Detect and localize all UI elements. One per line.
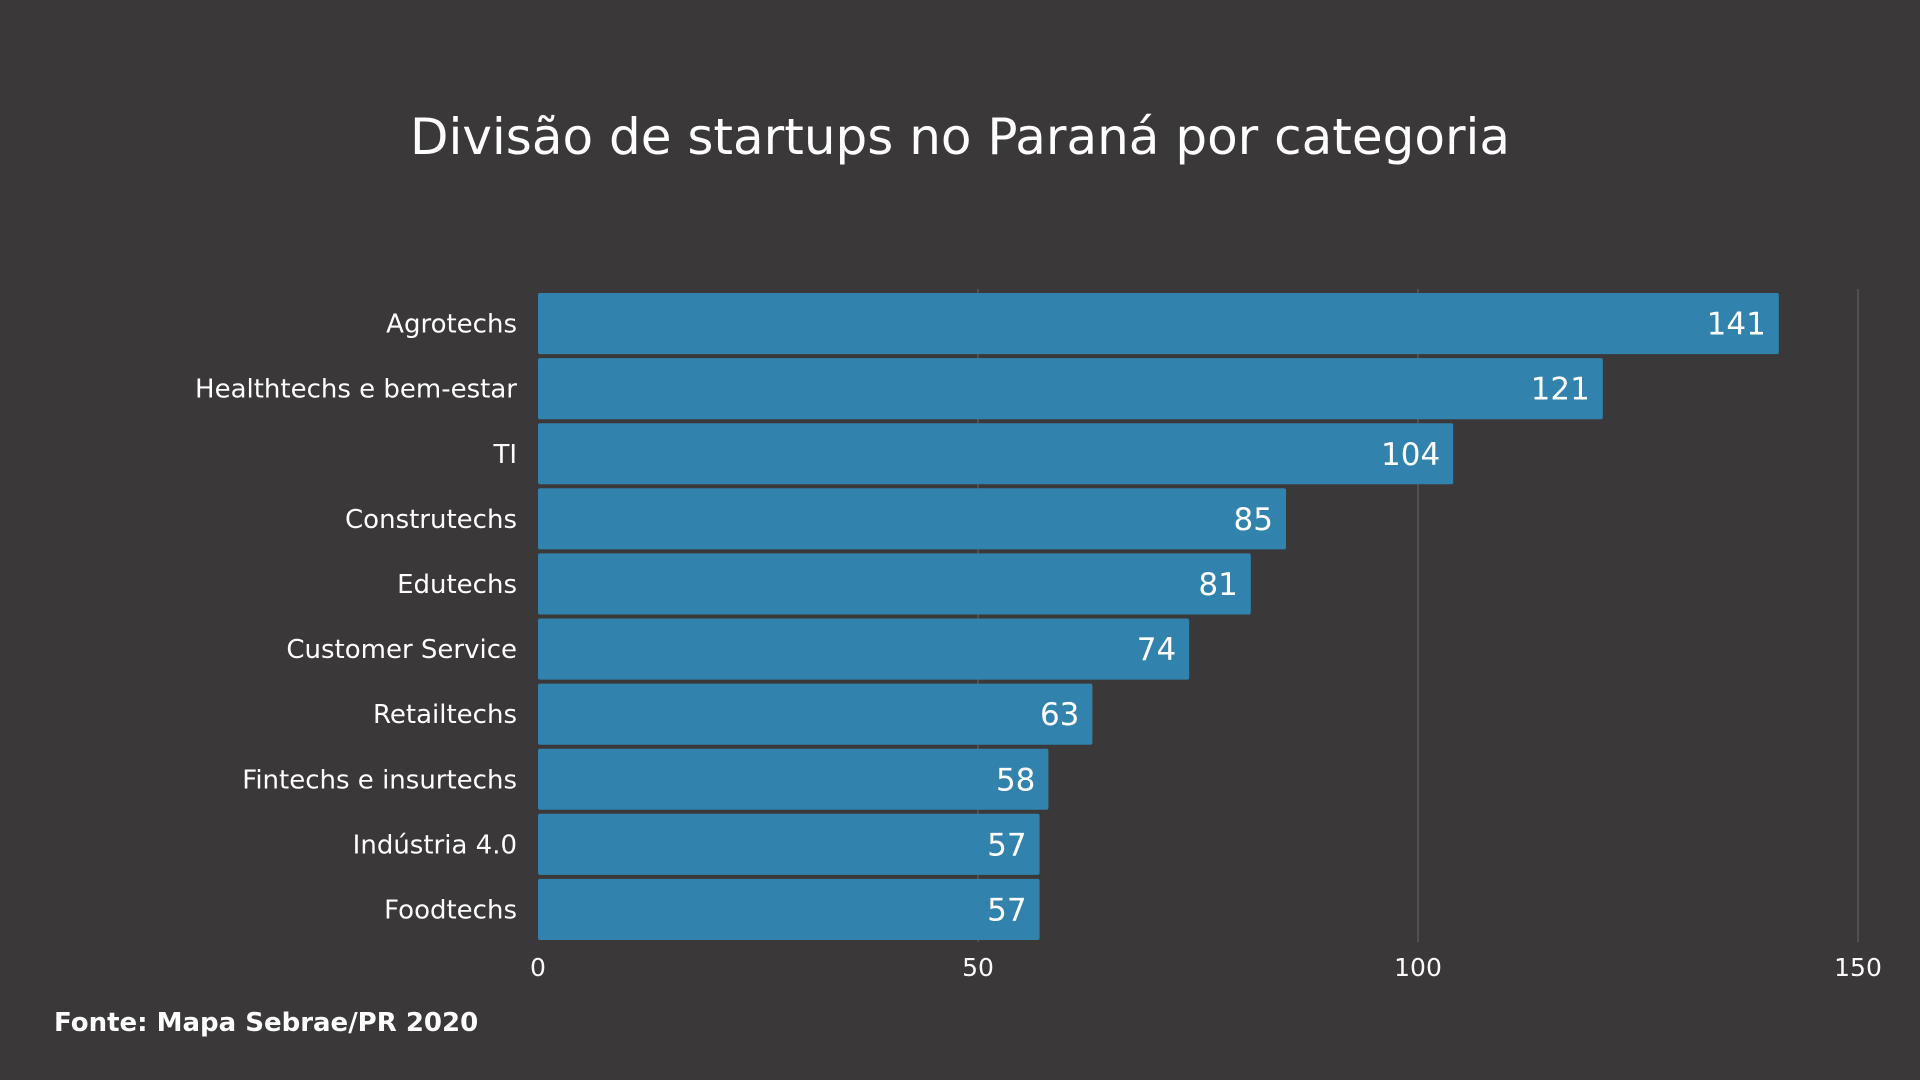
x-tick-label-150: 150 [1834, 953, 1882, 982]
source-note: Fonte: Mapa Sebrae/PR 2020 [54, 1008, 479, 1038]
value-label-2: 104 [1381, 437, 1440, 473]
bars [538, 293, 1779, 940]
value-label-7: 58 [996, 762, 1035, 798]
category-label-3: Construtechs [345, 505, 517, 535]
value-label-4: 81 [1198, 567, 1237, 603]
category-label-4: Edutechs [397, 570, 517, 600]
x-axis-ticks: 0 50 100 150 [530, 953, 1882, 982]
bar-2 [538, 423, 1454, 485]
bar-6 [538, 683, 1093, 745]
category-label-5: Customer Service [286, 635, 517, 665]
bar-9 [538, 878, 1040, 940]
bar-8 [538, 813, 1040, 875]
category-label-1: Healthtechs e bem-estar [195, 375, 517, 405]
bar-1 [538, 358, 1603, 420]
x-tick-label-0: 0 [530, 953, 546, 982]
category-labels: Agrotechs Healthtechs e bem-estar TI Constr… [195, 310, 517, 926]
category-label-0: Agrotechs [386, 310, 517, 340]
bar-4 [538, 553, 1251, 615]
category-label-6: Retailtechs [373, 700, 517, 730]
value-label-3: 85 [1234, 502, 1273, 538]
value-label-5: 74 [1137, 632, 1176, 668]
value-label-8: 57 [987, 827, 1026, 863]
value-label-1: 121 [1531, 372, 1590, 408]
category-label-2: TI [492, 440, 517, 470]
value-label-9: 57 [987, 892, 1026, 928]
x-tick-label-50: 50 [962, 953, 994, 982]
category-label-9: Foodtechs [384, 895, 517, 925]
category-label-8: Indústria 4.0 [353, 830, 517, 860]
bar-5 [538, 618, 1190, 680]
value-label-0: 141 [1707, 307, 1766, 343]
bar-7 [538, 748, 1049, 810]
bar-0 [538, 293, 1779, 355]
value-label-6: 63 [1040, 697, 1079, 733]
chart-title: Divisão de startups no Paraná por catego… [409, 108, 1511, 166]
category-label-7: Fintechs e insurtechs [242, 765, 517, 795]
x-tick-label-100: 100 [1394, 953, 1442, 982]
bar-3 [538, 488, 1286, 550]
